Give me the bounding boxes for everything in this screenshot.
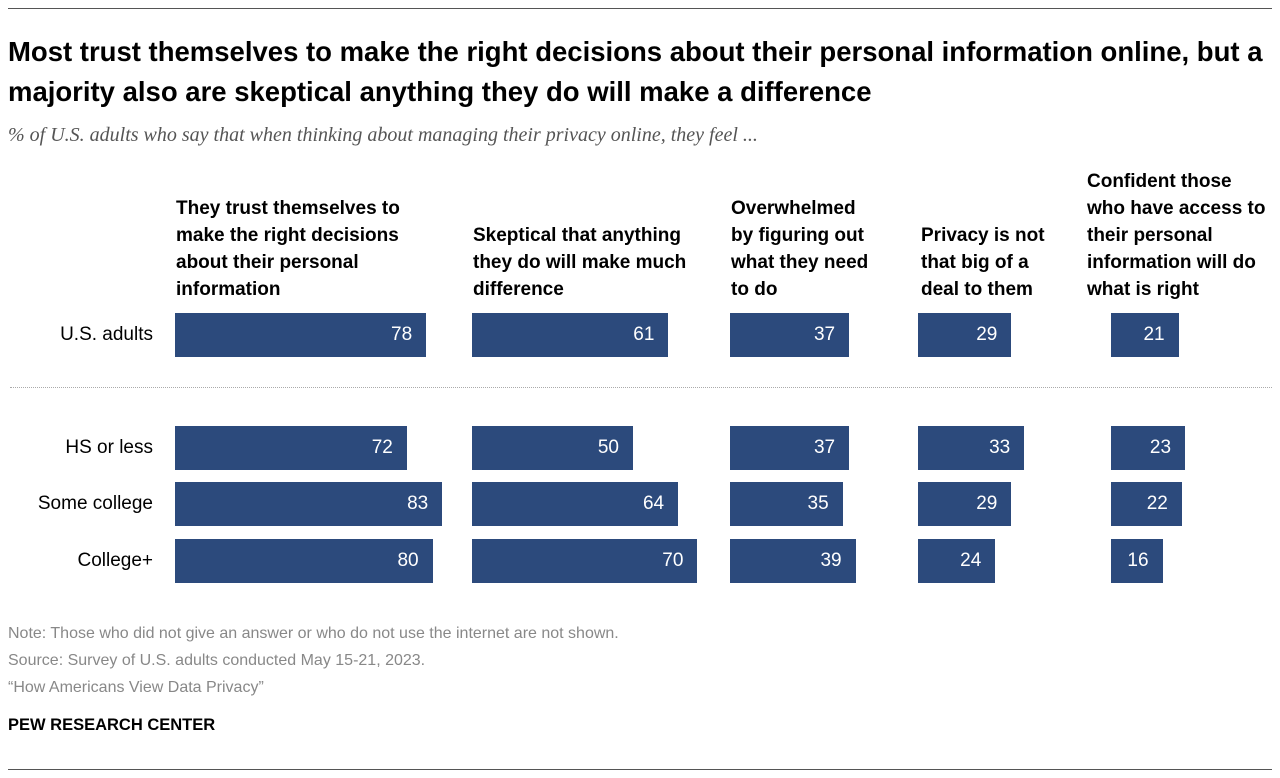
bar bbox=[730, 313, 850, 357]
bar bbox=[730, 539, 856, 583]
value-label: 21 bbox=[1143, 324, 1165, 345]
bar bbox=[175, 426, 407, 470]
bar bbox=[918, 482, 1012, 526]
value-label: 22 bbox=[1146, 493, 1168, 514]
top-rule bbox=[8, 8, 1272, 9]
value-label: 24 bbox=[960, 550, 982, 571]
report-title: “How Americans View Data Privacy” bbox=[8, 679, 264, 696]
bar bbox=[918, 539, 996, 583]
row-label: College+ bbox=[77, 550, 153, 571]
bar bbox=[1111, 426, 1186, 470]
bar bbox=[175, 313, 427, 357]
bar bbox=[1111, 313, 1179, 357]
bar bbox=[918, 313, 1012, 357]
value-label: 23 bbox=[1149, 437, 1172, 458]
bar bbox=[1111, 482, 1182, 526]
value-label: 83 bbox=[407, 493, 429, 514]
note: Note: Those who did not give an answer o… bbox=[8, 625, 619, 642]
value-label: 72 bbox=[371, 437, 393, 458]
bar bbox=[175, 482, 443, 526]
source: Source: Survey of U.S. adults conducted … bbox=[8, 652, 426, 669]
column-header: They trust themselves to make the right … bbox=[176, 198, 400, 300]
column-header: Confident those who have access to their… bbox=[1087, 171, 1266, 300]
bar bbox=[472, 426, 633, 470]
bar bbox=[730, 482, 843, 526]
value-label: 39 bbox=[820, 550, 842, 571]
column-header: Skeptical that anything they do will mak… bbox=[473, 225, 687, 300]
value-label: 80 bbox=[397, 550, 419, 571]
bottom-rule bbox=[8, 769, 1272, 770]
bar bbox=[175, 539, 433, 583]
value-label: 29 bbox=[976, 493, 998, 514]
value-label: 37 bbox=[813, 324, 836, 345]
row-label: U.S. adults bbox=[60, 324, 153, 345]
column-header: Overwhelmed by figuring out what they ne… bbox=[731, 198, 869, 300]
column-header: Privacy is not that big of a deal to the… bbox=[921, 225, 1045, 300]
value-label: 16 bbox=[1127, 550, 1149, 571]
row-label: Some college bbox=[37, 493, 153, 514]
bar bbox=[1111, 539, 1163, 583]
value-label: 33 bbox=[989, 437, 1011, 458]
bar bbox=[472, 482, 679, 526]
chart-title: Most trust themselves to make the right … bbox=[8, 36, 1263, 107]
bar bbox=[918, 426, 1025, 470]
chart-subtitle: % of U.S. adults who say that when think… bbox=[8, 124, 758, 146]
value-label: 50 bbox=[597, 437, 619, 458]
row-label: HS or less bbox=[65, 437, 153, 458]
value-label: 35 bbox=[807, 493, 829, 514]
value-label: 37 bbox=[813, 437, 836, 458]
bar bbox=[472, 313, 669, 357]
value-label: 64 bbox=[642, 493, 665, 514]
bar bbox=[730, 426, 850, 470]
group-separator bbox=[10, 387, 1272, 388]
bar bbox=[472, 539, 698, 583]
value-label: 70 bbox=[662, 550, 684, 571]
value-label: 61 bbox=[633, 324, 655, 345]
value-label: 29 bbox=[976, 324, 998, 345]
value-label: 78 bbox=[391, 324, 413, 345]
credit: PEW RESEARCH CENTER bbox=[8, 716, 216, 734]
